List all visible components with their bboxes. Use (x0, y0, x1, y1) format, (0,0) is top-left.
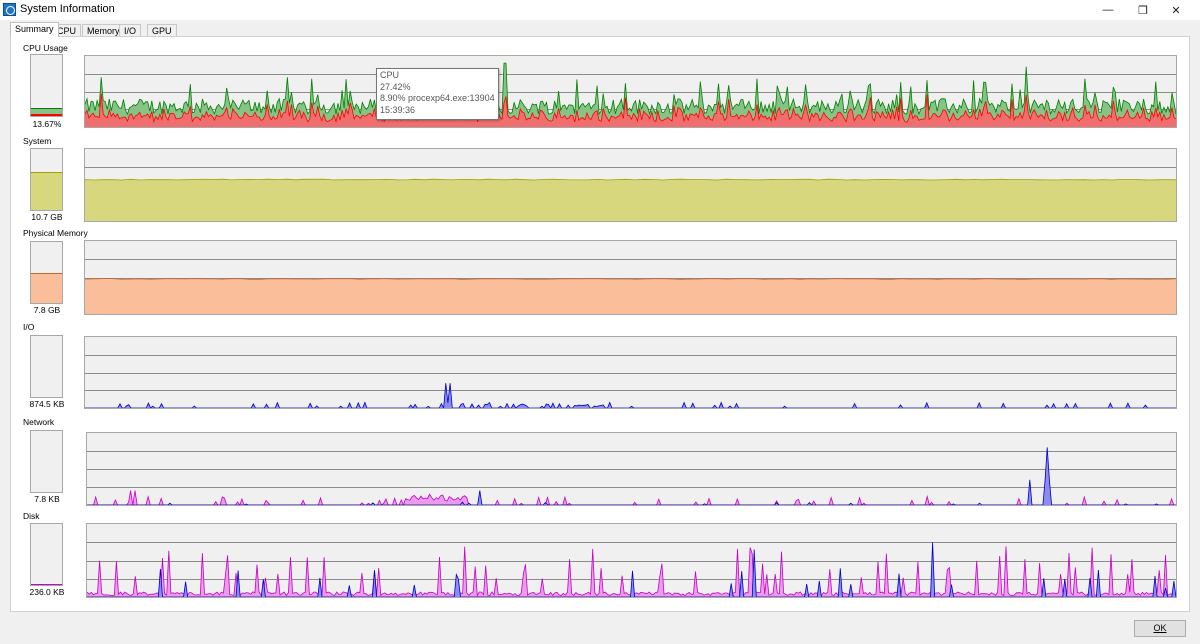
cpu-usage-graph (84, 55, 1177, 128)
network-meter (30, 430, 63, 493)
io-label: I/O (23, 322, 35, 332)
disk-write-line (87, 542, 1176, 597)
physical-memory-meter (30, 241, 63, 304)
network-send-area (87, 447, 1176, 505)
physical-memory-history (85, 259, 1176, 314)
tooltip-percent: 27.42% (380, 81, 411, 92)
tab-summary[interactable]: Summary (10, 22, 59, 37)
io-meter (30, 335, 63, 398)
disk-history (87, 542, 1176, 597)
system-commit-history (85, 167, 1176, 221)
physical-memory-line (85, 278, 1176, 280)
system-commit-line (85, 178, 1176, 181)
physical-memory-graph (84, 240, 1177, 315)
physical-memory-value: 7.8 GB (33, 305, 61, 315)
system-label: System (23, 136, 52, 146)
tooltip-time: 15:39:36 (380, 104, 416, 115)
system-commit-value: 10.7 GB (31, 212, 63, 222)
cpu-kernel-line (85, 93, 1176, 124)
cpu-usage-label: CPU Usage (23, 43, 68, 53)
network-value: 7.8 KB (34, 494, 60, 504)
minimize-button[interactable]: — (1102, 4, 1114, 16)
system-info-icon (3, 3, 16, 16)
disk-meter (30, 523, 63, 586)
io-activity-area (85, 383, 1176, 408)
disk-graph (86, 523, 1177, 598)
cpu-usage-value: 13.67% (32, 119, 62, 129)
tooltip-process: 8.90% procexp64.exe:13904 (380, 93, 495, 103)
network-label: Network (23, 417, 55, 427)
disk-label: Disk (23, 511, 40, 521)
close-button[interactable]: ✕ (1171, 4, 1181, 17)
system-commit-meter (30, 148, 63, 211)
window-title: System Information (20, 3, 115, 15)
physical-memory-meter-fill (31, 273, 62, 303)
io-value: 874.5 KB (29, 399, 65, 409)
system-commit-area (85, 179, 1176, 221)
physical-memory-area (85, 278, 1176, 314)
cpu-tooltip: CPU 27.42% 8.90% procexp64.exe:13904 15:… (376, 68, 499, 120)
tab-gpu[interactable]: GPU (147, 24, 177, 37)
network-receive-area (87, 490, 1176, 505)
disk-meter-fill (31, 583, 62, 585)
cpu-total-line (85, 62, 1176, 116)
cpu-total-area (85, 63, 1176, 127)
disk-value: 236.0 KB (29, 587, 65, 597)
system-commit-meter-fill (31, 171, 62, 210)
network-history (87, 447, 1176, 505)
tab-io[interactable]: I/O (119, 24, 142, 37)
cpu-usage-meter-fill (31, 107, 62, 116)
cpu-usage-meter (30, 54, 63, 117)
restore-button[interactable]: ❐ (1138, 4, 1148, 17)
cpu-usage-history (85, 62, 1176, 127)
tooltip-title: CPU (380, 70, 400, 80)
summary-panel (10, 36, 1190, 612)
network-receive-line (87, 490, 1176, 505)
system-commit-graph (84, 148, 1177, 222)
title-bar: System Information — ❐ ✕ (0, 0, 1200, 20)
io-graph (84, 336, 1177, 409)
network-send-line (87, 447, 1176, 505)
network-graph (86, 432, 1177, 506)
io-history (85, 355, 1176, 408)
ok-button[interactable]: OK (1134, 620, 1186, 637)
io-activity-line (85, 383, 1176, 408)
physical-memory-label: Physical Memory (23, 228, 88, 238)
